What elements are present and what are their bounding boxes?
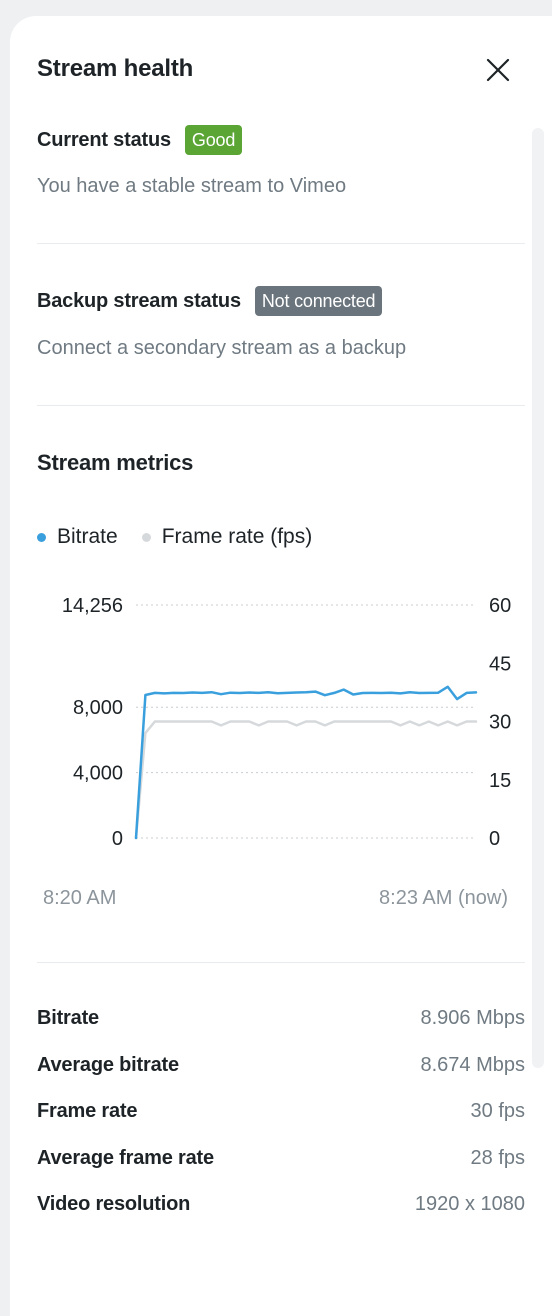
legend-item-frame-rate[interactable]: Frame rate (fps) — [141, 525, 313, 549]
close-icon — [486, 58, 510, 82]
stat-value: 8.674 Mbps — [420, 1053, 525, 1076]
stat-label: Average frame rate — [37, 1146, 214, 1169]
x-tick-label: 8:23 AM (now) — [379, 887, 508, 909]
backup-status-label: Backup stream status — [37, 289, 241, 312]
stream-metrics-chart: 14,256 8,000 4,000 0 60 45 30 15 0 8:20 AM 8:23 AM… — [43, 595, 511, 909]
metrics-title: Stream metrics — [37, 450, 194, 475]
legend-item-bitrate[interactable]: Bitrate — [37, 525, 118, 549]
backup-status-row: Backup stream status Not connected — [37, 286, 383, 316]
scrollbar[interactable] — [532, 128, 544, 1068]
y-right-tick-label: 0 — [489, 828, 500, 850]
stat-label: Average bitrate — [37, 1053, 179, 1076]
y-right-tick-label: 30 — [489, 712, 511, 734]
legend-label-frame-rate: Frame rate (fps) — [161, 525, 313, 548]
y-right-tick-label: 15 — [489, 770, 511, 792]
y-right-tick-label: 45 — [489, 653, 511, 675]
status-badge-good: Good — [184, 125, 243, 155]
divider — [37, 243, 525, 244]
divider — [37, 405, 525, 406]
y-left-tick-label: 0 — [112, 828, 123, 850]
stream-health-panel — [10, 16, 552, 1316]
y-left-tick-label: 4,000 — [73, 763, 123, 785]
backup-status-description: Connect a secondary stream as a backup — [37, 337, 407, 359]
legend-label-bitrate: Bitrate — [57, 525, 118, 548]
stat-row: Frame rate 30 fps — [37, 1100, 525, 1123]
current-status-row: Current status Good — [37, 125, 243, 155]
y-left-tick-label: 14,256 — [62, 595, 123, 617]
stat-label: Frame rate — [37, 1100, 138, 1122]
legend-dot-frame-rate — [141, 532, 151, 542]
current-status-label: Current status — [37, 128, 171, 151]
stat-row: Bitrate 8.906 Mbps — [37, 1007, 525, 1030]
series-line-bitrate — [134, 685, 478, 840]
stat-label: Video resolution — [37, 1193, 191, 1215]
current-status-description: You have a stable stream to Vimeo — [37, 175, 347, 197]
divider — [37, 962, 525, 963]
stat-value: 8.906 Mbps — [420, 1007, 525, 1029]
legend-dot-bitrate — [37, 532, 46, 542]
panel-title: Stream health — [37, 55, 194, 82]
stat-label: Bitrate — [37, 1007, 99, 1029]
x-tick-label: 8:20 AM — [43, 887, 116, 909]
y-left-tick-label: 8,000 — [73, 697, 123, 719]
stat-value: 1920 x 1080 — [414, 1193, 525, 1215]
close-button[interactable] — [484, 56, 512, 84]
series-line-frame-rate — [134, 720, 478, 840]
chart-legend: Bitrate Frame rate (fps) — [37, 525, 336, 549]
stat-value: 30 fps — [470, 1100, 525, 1122]
stat-value: 28 fps — [470, 1146, 525, 1169]
stat-row: Average bitrate 8.674 Mbps — [37, 1054, 525, 1077]
stat-row: Average frame rate 28 fps — [37, 1147, 525, 1170]
status-badge-not-connected: Not connected — [254, 286, 383, 316]
stat-row: Video resolution 1920 x 1080 — [37, 1193, 525, 1216]
y-right-tick-label: 60 — [489, 595, 511, 617]
